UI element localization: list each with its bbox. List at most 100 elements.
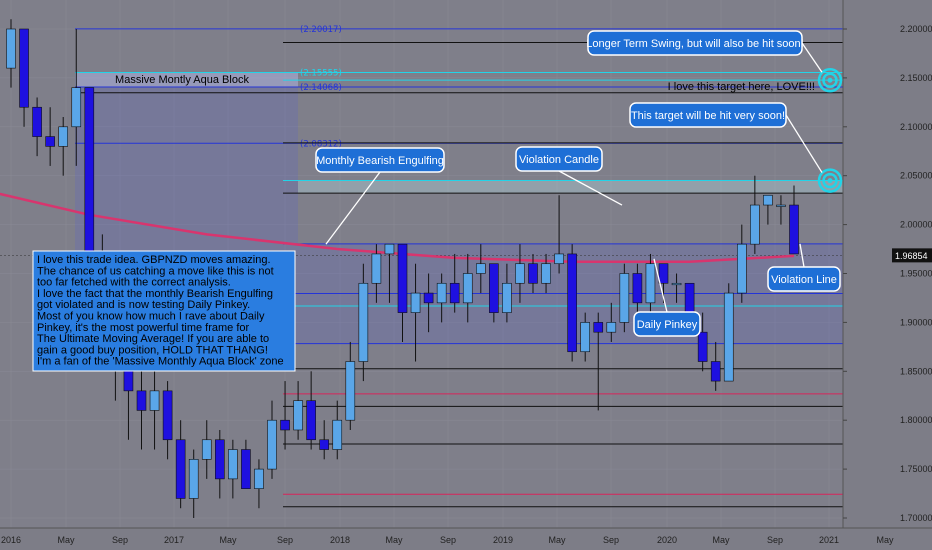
candle-body: [632, 273, 643, 304]
candle-body: [567, 253, 577, 353]
callout-pointer: [801, 42, 823, 73]
swing-target-ring-inner: [822, 72, 838, 88]
x-tick-label: May: [385, 535, 403, 545]
candle-body: [371, 253, 382, 284]
candle-body: [619, 273, 630, 323]
candle-body: [776, 204, 786, 207]
y-tick-label: 1.75000: [900, 464, 932, 474]
callout-text: Longer Term Swing, but will also be hit …: [586, 38, 803, 50]
candle-body: [84, 87, 95, 265]
analysis-note-line: Pinkey, it's the most powerful time fram…: [37, 322, 250, 334]
candle-body: [710, 361, 721, 382]
candle-body: [554, 253, 564, 265]
candle-body: [71, 87, 82, 128]
x-tick-label: 2019: [493, 535, 513, 545]
candle-body: [645, 263, 656, 304]
candle-body: [789, 204, 799, 255]
candle-body: [489, 263, 499, 313]
block-label: Massive Montly Aqua Block: [115, 74, 249, 86]
callout-pointer: [325, 171, 381, 245]
swing-target-ring-center: [827, 77, 833, 83]
candle-body: [515, 263, 525, 284]
candle-body: [19, 28, 29, 108]
callout-text: Daily Pinkey: [637, 319, 698, 331]
callout-pointer: [799, 243, 805, 268]
x-axis-panel: [0, 528, 932, 550]
candle-body: [502, 282, 512, 313]
callout-text: Violation Line: [771, 274, 837, 286]
target-note: I love this target here, LOVE!!!: [668, 81, 815, 93]
callout-pointer: [558, 170, 623, 206]
callout-text: This target will be hit very soon!: [631, 110, 785, 122]
candle-body: [254, 468, 264, 489]
callout-box: [515, 146, 603, 172]
level-label: (2.08312): [300, 139, 342, 149]
candle-body: [475, 263, 486, 274]
x-tick-label: Sep: [112, 535, 128, 545]
zone: [298, 180, 843, 194]
x-tick-label: 2021: [819, 535, 839, 545]
candle-body: [528, 263, 538, 284]
current-price-tag: [892, 248, 932, 263]
near-target-ring: [817, 168, 843, 193]
callout-swing-target: Longer Term Swing, but will also be hit …: [586, 30, 823, 73]
candle-body: [410, 292, 421, 313]
candle-body: [723, 292, 734, 382]
analysis-note-line: I love this trade idea. GBPNZD moves ama…: [37, 254, 271, 266]
candle-body: [384, 243, 395, 255]
y-tick-label: 2.20000: [900, 24, 932, 34]
x-tick-label: Sep: [767, 535, 783, 545]
candle-body: [580, 322, 591, 353]
current-price-label: 1.96854: [895, 251, 928, 261]
x-tick-label: Sep: [277, 535, 293, 545]
analysis-note-line: got violated and is now testing Daily Pi…: [37, 299, 250, 311]
x-tick-label: May: [548, 535, 566, 545]
moving-average-line: [0, 192, 795, 264]
analysis-note-box: [32, 250, 296, 372]
candle-body: [671, 282, 682, 286]
callout-daily-pinkey: Daily Pinkey: [633, 258, 701, 337]
candle-body: [750, 204, 760, 245]
x-tick-label: 2018: [330, 535, 350, 545]
candle-body: [345, 361, 356, 421]
zone: [75, 72, 298, 88]
y-tick-label: 1.90000: [900, 317, 932, 327]
candle-body: [736, 243, 747, 294]
level-label: (2.20017): [300, 25, 342, 35]
candle-body: [45, 136, 55, 147]
x-axis: 2016 May Sep 2017 May Sep 2018 May Sep 2019 May Sep…: [1, 535, 894, 545]
candle-body: [658, 263, 669, 284]
candle-body: [188, 459, 199, 499]
analysis-note-line: too far fetched with the correct analysi…: [37, 277, 231, 289]
callout-violation-candle: Violation Candle: [515, 146, 623, 206]
candle-body: [358, 282, 369, 362]
near-target-ring-inner: [822, 172, 838, 189]
candle-body: [280, 419, 290, 431]
callout-text: Violation Candle: [519, 154, 599, 166]
candle-body: [763, 194, 773, 206]
candle-body: [241, 449, 251, 489]
annotations: Massive Montly Aqua Block I love this tar…: [32, 30, 843, 372]
callout-box: [587, 30, 803, 56]
analysis-note-line: I love the fact that the monthly Bearish…: [37, 288, 273, 300]
x-tick-label: 2020: [657, 535, 677, 545]
candle-body: [293, 400, 303, 431]
candle-body: [541, 263, 551, 284]
candle-body: [136, 390, 147, 411]
callout-pointer: [785, 114, 823, 173]
y-tick-label: 2.15000: [900, 73, 932, 83]
callout-box: [315, 147, 445, 173]
candle-body: [149, 390, 160, 411]
callout-box: [629, 102, 787, 128]
candle-body: [228, 449, 238, 480]
level-label: (2.14068): [300, 83, 342, 93]
analysis-note-line: The Ultimate Moving Average! If you are …: [37, 333, 269, 345]
candle-body: [175, 439, 186, 499]
candle-body: [267, 419, 277, 470]
analysis-note: I love this trade idea. GBPNZD moves ama…: [32, 250, 296, 372]
callout-near-target: This target will be hit very soon!: [629, 102, 823, 173]
candle-body: [397, 243, 408, 313]
candle-body: [449, 282, 460, 304]
y-tick-label: 2.10000: [900, 122, 932, 132]
